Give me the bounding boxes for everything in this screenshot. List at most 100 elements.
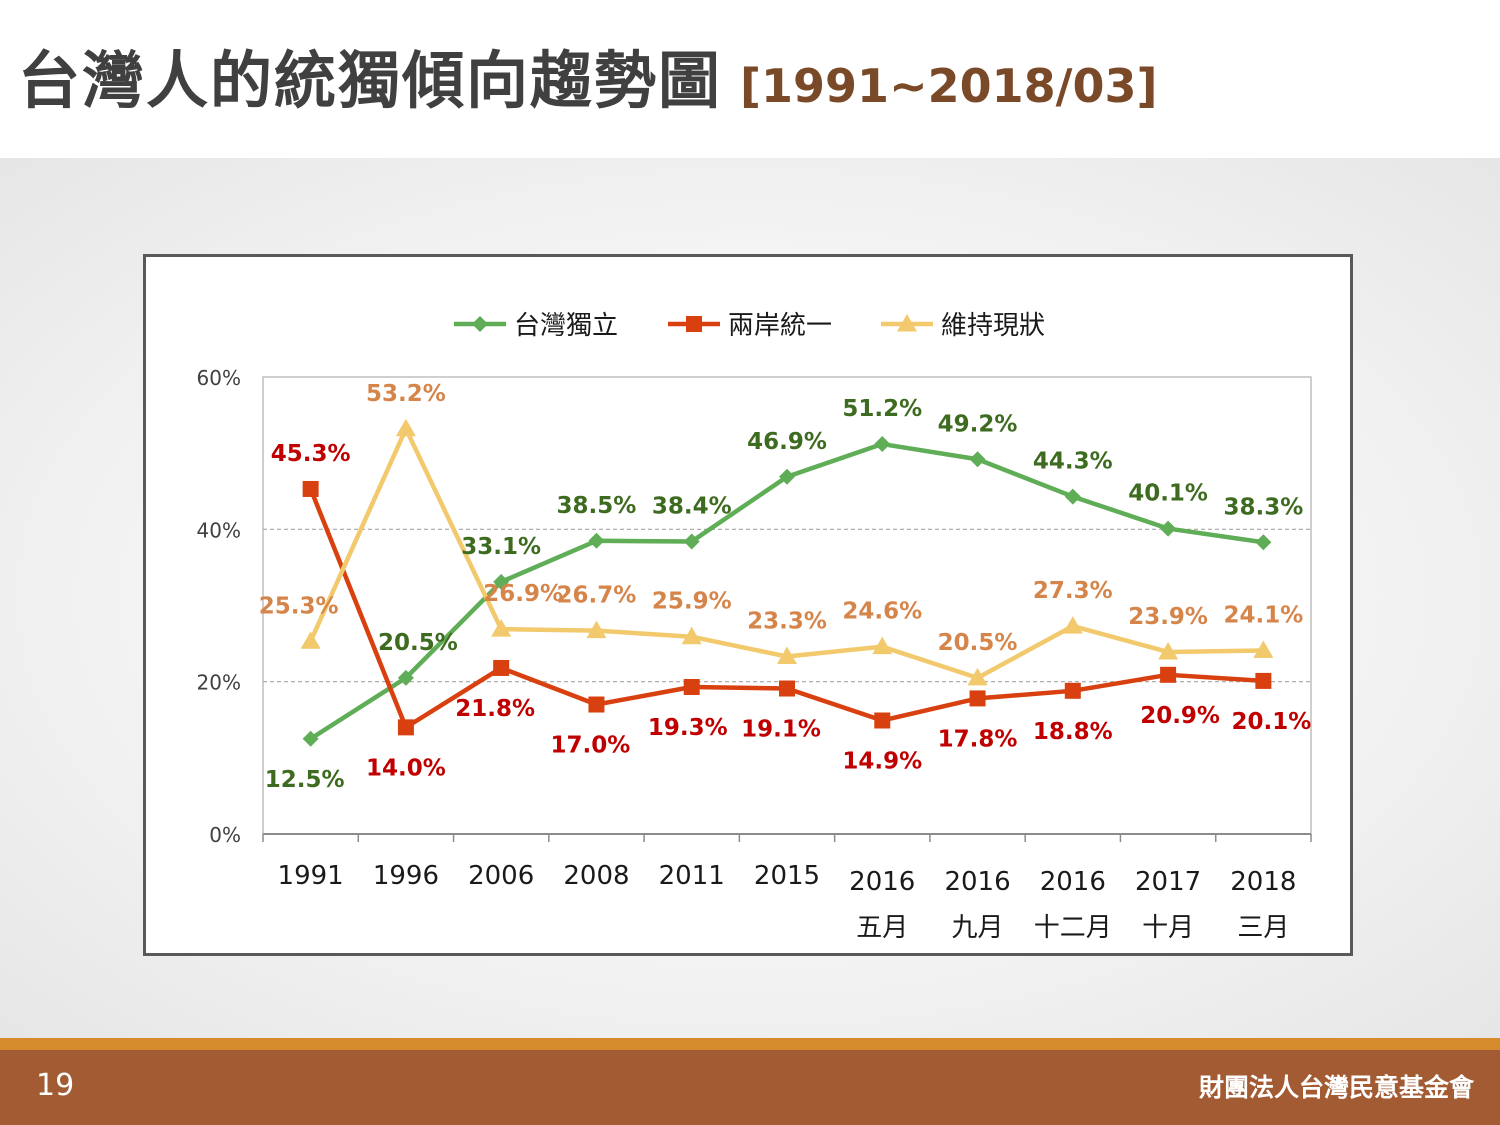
data-point: [397, 719, 414, 736]
data-label: 20.5%: [938, 630, 1018, 656]
footer-bar: 19 財團法人台灣民意基金會: [0, 1050, 1500, 1125]
data-label: 14.9%: [842, 749, 922, 775]
data-label: 20.5%: [378, 630, 458, 656]
data-label: 26.9%: [483, 581, 563, 607]
data-point: [1064, 682, 1081, 699]
data-label: 51.2%: [842, 396, 922, 422]
organization-name: 財團法人台灣民意基金會: [1198, 1073, 1474, 1102]
legend-marker: [686, 316, 702, 332]
data-label: 14.0%: [366, 755, 446, 781]
data-point: [683, 678, 700, 695]
page-number: 19: [36, 1068, 75, 1103]
chart-frame: 0% 20% 40% 60% 1991 1996 2006 2008 2011 2015 2016 五…: [143, 254, 1353, 956]
line-chart: 0% 20% 40% 60% 1991 1996 2006 2008 2011 2015 2016 五…: [197, 311, 1312, 943]
data-point: [969, 451, 986, 468]
data-label: 38.3%: [1223, 494, 1303, 520]
data-point: [1160, 520, 1177, 537]
data-point: [1255, 672, 1272, 689]
data-label: 49.2%: [938, 411, 1018, 437]
data-point: [397, 669, 414, 686]
data-label: 33.1%: [461, 534, 541, 560]
data-label: 17.0%: [551, 733, 631, 759]
data-label: 21.8%: [455, 696, 535, 722]
data-point: [1255, 534, 1272, 551]
x-tick-label: 2017: [1135, 867, 1201, 897]
data-point: [872, 636, 893, 655]
x-tick-label: 2008: [563, 861, 629, 891]
data-point: [1160, 666, 1177, 683]
x-tick-label: 九月: [952, 913, 1004, 943]
data-point: [779, 468, 795, 485]
data-point: [302, 480, 319, 497]
data-point: [681, 626, 702, 645]
data-label: 23.9%: [1128, 604, 1208, 630]
x-tick-label: 2016: [944, 867, 1010, 897]
data-label: 40.1%: [1128, 481, 1208, 507]
data-point: [1158, 641, 1179, 660]
x-tick-label: 2016: [849, 867, 915, 897]
x-tick-label: 十二月: [1034, 913, 1112, 943]
data-label: 25.3%: [259, 593, 339, 619]
data-label: 18.8%: [1033, 719, 1113, 745]
x-tick-label: 1996: [373, 861, 439, 891]
data-point: [779, 680, 795, 697]
data-point: [777, 646, 797, 665]
data-label: 19.1%: [741, 717, 821, 743]
data-point: [683, 533, 700, 550]
data-point: [874, 712, 891, 729]
x-tick-label: 2018: [1230, 867, 1296, 897]
x-tick-label: 十月: [1142, 913, 1194, 943]
data-label: 24.1%: [1223, 602, 1303, 628]
x-tick-label: 2011: [659, 861, 725, 891]
data-label: 38.4%: [652, 494, 732, 520]
title-main: 台灣人的統獨傾向趨勢圖: [18, 44, 723, 117]
data-label: 38.5%: [557, 493, 637, 519]
data-label: 23.3%: [747, 609, 827, 635]
data-label: 45.3%: [271, 441, 351, 467]
x-tick-label: 三月: [1237, 913, 1289, 943]
data-label: 53.2%: [366, 381, 446, 407]
data-label: 24.6%: [842, 599, 922, 625]
data-label: 19.3%: [648, 715, 728, 741]
footer-accent-stripe: [0, 1038, 1500, 1050]
y-tick-label: 40%: [197, 518, 241, 542]
data-point: [588, 696, 605, 713]
data-label: 12.5%: [265, 767, 345, 793]
x-tick-label: 2006: [468, 861, 534, 891]
y-tick-label: 60%: [197, 366, 241, 390]
data-point: [588, 532, 605, 549]
legend-label: 台灣獨立: [514, 311, 618, 341]
title-date-range: [1991~2018/03]: [740, 59, 1158, 113]
legend-label: 兩岸統一: [728, 311, 832, 341]
data-label: 26.7%: [557, 583, 637, 609]
data-point: [302, 730, 319, 747]
x-tick-label: 1991: [278, 861, 344, 891]
legend-marker: [897, 314, 917, 332]
data-point: [969, 690, 986, 707]
data-label: 44.3%: [1033, 449, 1113, 475]
data-point: [1064, 488, 1081, 505]
data-point: [1253, 640, 1274, 658]
x-tick-label: 2015: [754, 861, 820, 891]
y-tick-label: 0%: [209, 823, 241, 847]
data-label: 20.9%: [1140, 703, 1220, 729]
legend-marker: [472, 316, 488, 332]
data-point: [874, 436, 891, 453]
slide-title: 台灣人的統獨傾向趨勢圖 [1991~2018/03]: [18, 30, 1478, 130]
data-label: 27.3%: [1033, 578, 1113, 604]
data-label: 20.1%: [1231, 709, 1311, 735]
data-label: 46.9%: [747, 429, 827, 455]
data-point: [493, 573, 510, 590]
data-point: [586, 620, 607, 639]
x-tick-label: 2016: [1040, 867, 1106, 897]
data-point: [967, 667, 988, 686]
legend-label: 維持現狀: [941, 311, 1045, 341]
data-point: [493, 659, 510, 676]
y-tick-label: 20%: [197, 671, 241, 695]
x-tick-label: 五月: [856, 913, 908, 943]
data-point: [300, 631, 321, 649]
data-point: [395, 418, 416, 437]
data-label: 17.8%: [938, 726, 1018, 752]
data-label: 25.9%: [652, 589, 732, 615]
data-point: [491, 619, 512, 637]
